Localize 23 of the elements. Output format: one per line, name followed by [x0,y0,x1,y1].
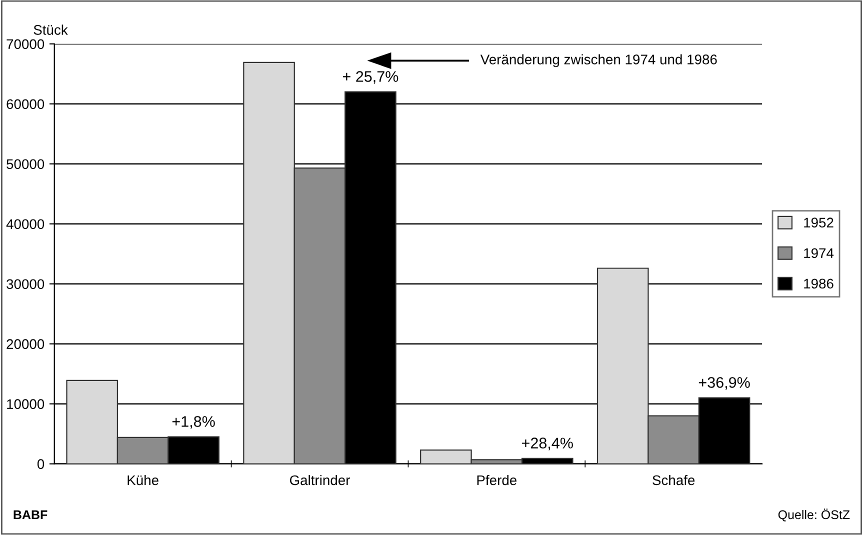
y-tick-label: 40000 [6,219,44,230]
legend-label: 1952 [804,218,834,228]
annotation: +28,4% [522,438,573,450]
y-tick-label: 70000 [6,39,44,50]
text: BABF [14,510,48,520]
annotation: Veränderung zwischen 1974 und 1986 [480,54,717,68]
x-tick-label: Galtrinder [290,474,350,486]
legend-label: 1986 [804,278,834,289]
y-tick-label: 20000 [6,339,44,350]
x-tick-label: Kühe [128,474,158,486]
y-axis-title: Stück [34,24,68,35]
y-tick-label: 0 [37,459,44,470]
annotation: +1,8% [172,416,215,429]
y-tick-label: 10000 [7,399,44,410]
y-tick-label: 60000 [6,99,44,110]
x-tick-label: Schafe [652,474,695,486]
x-tick-label: Pferde [477,474,516,486]
annotation: +36,9% [698,377,750,390]
annotation: + 25,7% [342,71,398,84]
legend-label: 1974 [804,248,834,258]
y-tick-label: 30000 [6,279,44,290]
source-note: Quelle: ÖStZ [778,508,850,522]
y-tick-label: 50000 [6,159,44,170]
